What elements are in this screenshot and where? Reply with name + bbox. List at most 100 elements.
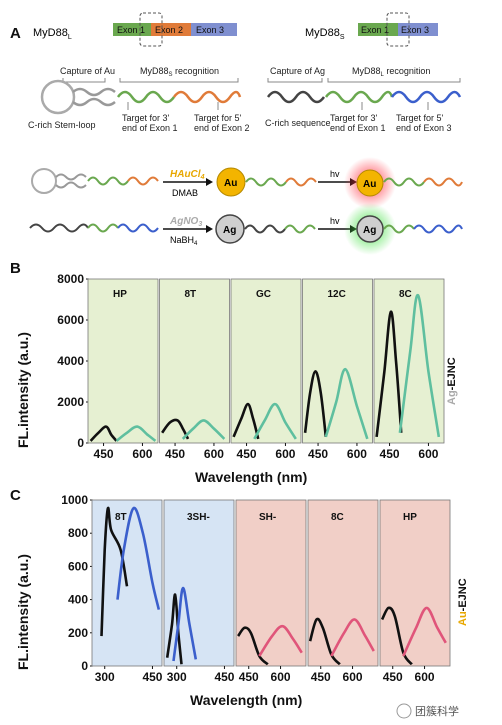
panel-b-series-line (89, 425, 118, 442)
au-cluster (216, 167, 246, 197)
panel-c-side-label: Au-EJNC (457, 578, 469, 626)
junction-box-s (386, 12, 410, 47)
strand-row1-green (87, 176, 129, 186)
strand-row2c-blue (413, 224, 463, 234)
strand-row2b-green (284, 224, 316, 234)
right-target1b-label: end of Exon 1 (330, 123, 386, 133)
exon3-l-label: Exon 3 (196, 25, 224, 35)
panel-c-chart: 8T 300 450 3SH- 300 450 SH- 450 600 8C 450 600 HP 450… (91, 499, 451, 684)
panel-c-ytick: 0 (81, 659, 88, 673)
panel-b-xtick: 450 (237, 447, 257, 461)
bracket-recognition-left (119, 78, 239, 83)
left-target2-label: Target for 5' (194, 113, 242, 123)
left-target1-label: Target for 3' (122, 113, 170, 123)
right-target2-label: Target for 5' (396, 113, 444, 123)
panel-c-series-line (380, 606, 413, 666)
panel-c-ytick: 200 (68, 626, 88, 640)
strand-right-dark (266, 90, 326, 104)
panel-b-series-line (375, 310, 403, 438)
right-target1-label: Target for 3' (330, 113, 378, 123)
panel-c-subplot-title: HP (403, 512, 417, 523)
panel-b-series-line (253, 402, 297, 440)
left-loop-label: C-rich Stem-loop (28, 120, 96, 130)
panel-b-xtick: 450 (165, 447, 185, 461)
ag-cluster (215, 214, 245, 244)
panel-b-ytick: 2000 (57, 395, 84, 409)
strand-left-orange (172, 90, 242, 104)
panel-b-subplot-title: 8T (185, 289, 197, 300)
panel-c-subplot-title: 8T (115, 512, 127, 523)
panel-c-series-line (308, 617, 341, 666)
strand-row1-orange (127, 176, 159, 186)
panel-c-xtick: 450 (239, 670, 259, 684)
stem-row1-a (55, 173, 87, 181)
panel-c-xlabel: Wavelength (nm) (190, 692, 302, 708)
panel-c-xtick: 600 (271, 670, 291, 684)
panel-c-series-line (237, 626, 269, 666)
strand-row1c-green (383, 177, 425, 187)
reagent-au-bottom: DMAB (172, 188, 198, 198)
left-recognition-label: MyD88S recognition (140, 66, 219, 78)
panel-c-xtick: 300 (95, 670, 115, 684)
panel-c-ytick: 1000 (61, 493, 88, 507)
panel-c-subplot-title: 8C (331, 512, 344, 523)
panel-b-series-line (232, 402, 260, 440)
strand-row2-blue (117, 223, 159, 233)
arrowhead-au-synth (206, 178, 213, 186)
panel-b-xtick: 450 (308, 447, 328, 461)
panel-b-subplot-title: 8C (399, 289, 412, 300)
panel-b-side-label: Ag-EJNC (446, 357, 458, 405)
panel-c-series-line (402, 606, 447, 657)
left-target1b-label: end of Exon 1 (122, 123, 178, 133)
panel-c-series-line (172, 586, 198, 662)
panel-b-subplot-bg (87, 278, 159, 444)
panel-c-series-line (258, 624, 303, 657)
junction-box-l (139, 12, 163, 47)
strand-row2c-green (383, 224, 415, 234)
stem-loop-left (40, 79, 76, 115)
panel-b-xtick: 600 (132, 447, 152, 461)
panel-c-yticks: 0 200 400 600 800 1000 (61, 493, 93, 673)
panel-b-label: B (10, 260, 21, 277)
reagent-ag-bottom: NaBH4 (170, 235, 198, 247)
panel-c-xtick: 600 (343, 670, 363, 684)
panel-c-subplot-bg (163, 499, 235, 667)
panel-c-xtick: 450 (383, 670, 403, 684)
strand-row2-green (87, 223, 119, 233)
panel-b-xlabel: Wavelength (nm) (195, 469, 307, 485)
panel-b-series-line (115, 425, 157, 442)
myd88s-title: MyD88S (305, 27, 345, 41)
ag-emit-label: Ag (363, 225, 376, 236)
panel-c-ytick: 800 (68, 526, 88, 540)
panel-b-ytick: 0 (77, 436, 84, 450)
panel-c-series-line (330, 618, 375, 657)
panel-b-subplot-title: GC (256, 289, 271, 300)
panel-c-series-line (100, 506, 129, 637)
stem-row1-b (55, 181, 87, 189)
ag-cluster-emit (356, 215, 384, 243)
left-target2b-label: end of Exon 2 (194, 123, 250, 133)
au-emit-label: Au (363, 179, 376, 190)
watermark-icon (396, 703, 412, 719)
left-capture-label: Capture of Au (60, 66, 115, 76)
panel-b-chart: HP 450 600 8T 450 600 GC 450 600 12C 450 600 8C 450 60… (87, 278, 445, 461)
au-cluster-emit (356, 169, 384, 197)
panel-c-xtick: 300 (167, 670, 187, 684)
panel-a-label: A (10, 25, 21, 42)
bracket-capture-ag (267, 78, 323, 83)
panel-b-ytick: 6000 (57, 313, 84, 327)
panel-c-xtick: 450 (311, 670, 331, 684)
panel-b-xtick: 450 (380, 447, 400, 461)
exon1-l-label: Exon 1 (117, 25, 145, 35)
panel-b-subplot-title: HP (113, 289, 127, 300)
panel-c-ylabel: FL.intensity (a.u.) (15, 554, 31, 670)
panel-b-series-line (303, 369, 328, 438)
panel-c-xtick: 450 (142, 670, 162, 684)
stem-left-a (72, 87, 116, 97)
panel-c-subplot-title: SH- (259, 512, 276, 523)
panel-c-ytick: 600 (68, 559, 88, 573)
exon1-s-label: Exon 1 (361, 25, 389, 35)
panel-c-series-line (165, 593, 183, 665)
exon3-l-box (191, 23, 237, 36)
